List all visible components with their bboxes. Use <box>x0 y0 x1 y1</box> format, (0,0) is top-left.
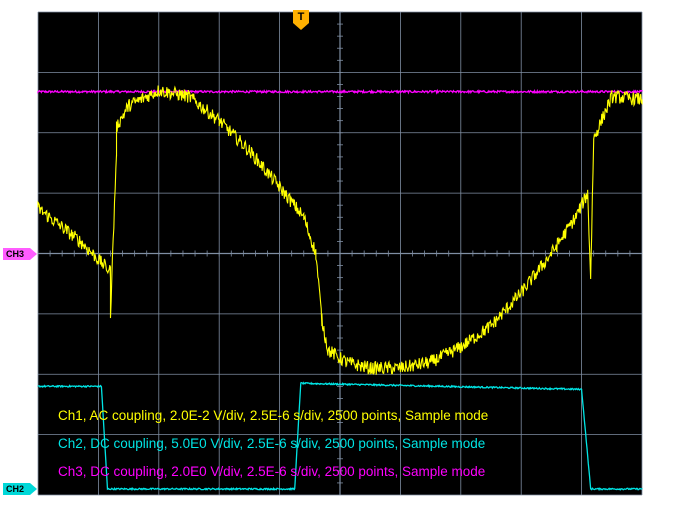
trigger-marker[interactable]: T <box>292 9 310 31</box>
trace-ch2 <box>37 381 643 492</box>
ch2-marker-icon <box>3 483 37 495</box>
trace-ch3 <box>37 88 643 95</box>
ch2-level-marker[interactable]: CH2 <box>2 482 38 496</box>
ch2-marker-label: CH2 <box>6 484 25 494</box>
ch3-level-marker[interactable]: CH3 <box>2 247 38 261</box>
ch2-settings-text: Ch2, DC coupling, 5.0E0 V/div, 2.5E-6 s/… <box>58 436 486 451</box>
ch1-settings-text: Ch1, AC coupling, 2.0E-2 V/div, 2.5E-6 s… <box>58 408 489 423</box>
ch3-marker-icon <box>3 248 37 260</box>
traces <box>37 85 643 492</box>
ch3-marker-label: CH3 <box>6 249 25 259</box>
trigger-marker-icon <box>293 10 309 30</box>
trigger-label: T <box>297 11 305 23</box>
ch3-settings-text: Ch3, DC coupling, 2.0E0 V/div, 2.5E-6 s/… <box>58 464 486 479</box>
trace-ch1 <box>37 85 643 375</box>
